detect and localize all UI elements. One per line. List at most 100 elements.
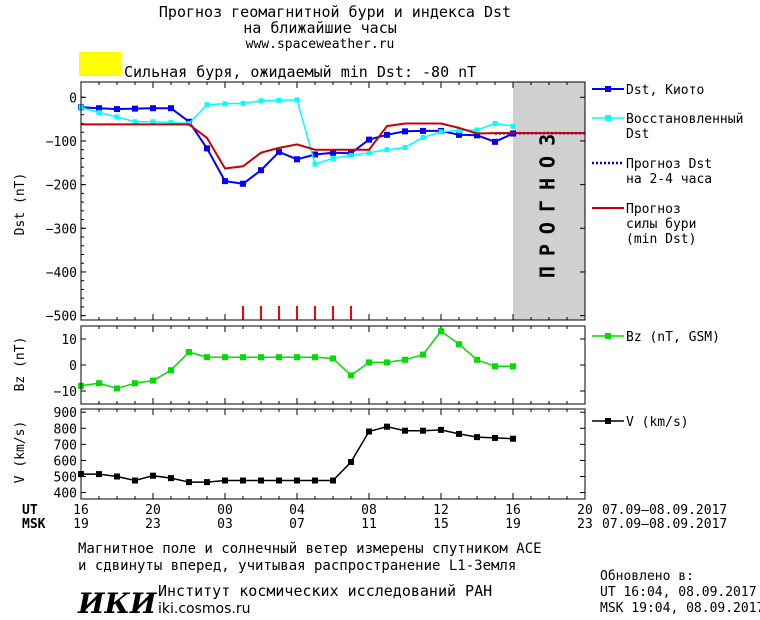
legend-bz-marker [605, 333, 611, 339]
x-tick-label-ut: 16 [73, 503, 89, 518]
dst-series-1-point [384, 147, 390, 153]
dst-y-tick-label: −300 [46, 222, 77, 237]
bz-series-0-point [222, 354, 228, 361]
legend-storm-forecast: Прогноз силы бури (min Dst) [592, 202, 696, 247]
dst-series-0-point [258, 167, 264, 174]
legend-storm-forecast-label-1: Прогноз [626, 202, 681, 217]
x-tick-label-msk: 19 [505, 517, 521, 532]
v-series-0-point [510, 435, 516, 442]
bz-series-0-point [114, 385, 120, 392]
dst-series-group [78, 97, 585, 187]
bz-series-0-point [510, 363, 516, 370]
dst-y-tick-label: −200 [46, 179, 77, 194]
bz-series-group [78, 328, 516, 392]
legend-dst-restored-label-1: Восстановленный [626, 112, 743, 127]
legend-dst-kyoto-marker [605, 86, 611, 92]
footer-note-line1: Магнитное поле и солнечный ветер измерен… [78, 541, 542, 557]
legend-velocity-marker [605, 418, 611, 424]
page-title-line1: Прогноз геомагнитной бури и индекса Dst [159, 3, 511, 21]
dst-series-1-point [258, 98, 264, 104]
bz-series-0-point [492, 363, 498, 370]
bz-series-0-point [402, 356, 408, 363]
legend-dst-kyoto: Dst, Киото [592, 83, 704, 98]
dst-series-1-point [114, 114, 120, 120]
v-y-tick-label: 400 [54, 487, 77, 502]
v-series-0-point [294, 477, 300, 484]
x-axis-date-range-msk: 07.09–08.09.2017 [602, 517, 727, 532]
dst-series-1-point [420, 134, 426, 140]
v-series-0-line [81, 425, 514, 483]
bz-series-0-point [150, 377, 156, 384]
dst-series-1-point [132, 119, 138, 125]
dst-series-0-point [492, 138, 498, 145]
legend-dst-forecast-label-2: на 2-4 часа [626, 172, 712, 187]
dst-y-tick-label: −500 [46, 310, 77, 325]
bz-series-0-point [168, 367, 174, 374]
v-y-tick-label: 700 [54, 438, 77, 453]
dst-series-1-point [96, 110, 102, 116]
bz-series-0-point [366, 359, 372, 366]
legend-dst-restored-label-2: Dst [626, 127, 649, 142]
dst-series-0-point [456, 131, 462, 138]
dst-series-1-point [150, 119, 156, 125]
bz-series-0-point [96, 380, 102, 387]
bz-series-0-point [420, 351, 426, 358]
forecast-region-band [513, 82, 585, 320]
storm-alert-text: Сильная буря, ожидаемый min Dst: -80 nT [124, 63, 476, 81]
dst-y-tick-label: −400 [46, 266, 77, 281]
dst-series-0-point [222, 178, 228, 185]
dst-series-0-point [240, 180, 246, 187]
v-series-0-point [258, 477, 264, 484]
dst-series-1-point [312, 161, 318, 167]
dst-series-1-point [276, 97, 282, 103]
legend-dst-forecast: Прогноз Dst на 2-4 часа [592, 157, 712, 187]
dst-series-3-line [81, 122, 585, 170]
dst-panel: ПРОГНОЗ 0 −100 −200 −300 −400 −500 Dst (nT) [13, 81, 586, 325]
bz-series-0-point [384, 359, 390, 366]
header-url[interactable]: www.spaceweather.ru [246, 37, 395, 52]
footer-updated-ut: UT 16:04, 08.09.2017 [600, 585, 757, 600]
dst-series-1-point [348, 152, 354, 158]
dst-series-1-point [474, 127, 480, 133]
forecast-watermark: ПРОГНОЗ [536, 124, 560, 278]
dst-series-1-point [366, 150, 372, 156]
x-tick-label-ut: 20 [577, 503, 593, 518]
bz-series-0-point [186, 349, 192, 355]
iki-logo[interactable]: ИКИ [77, 587, 158, 620]
v-series-0-point [312, 477, 318, 484]
v-series-0-point [222, 477, 228, 484]
dst-series-1-point [204, 102, 210, 108]
v-series-0-point [384, 423, 390, 430]
bz-series-0-point [294, 354, 300, 361]
bz-series-0-point [312, 354, 318, 361]
dst-series-0-line [80, 106, 514, 185]
v-series-0-point [348, 459, 354, 466]
x-axis-date-range-ut: 07.09–08.09.2017 [602, 503, 727, 518]
dst-series-0-point [474, 132, 480, 139]
legend-dst-forecast-label-1: Прогноз Dst [626, 157, 712, 172]
dst-series-0-point [402, 128, 408, 135]
bz-series-0-point [474, 356, 480, 363]
dst-series-1-point [294, 97, 300, 103]
dst-series-1-point [402, 145, 408, 151]
x-tick-label-msk: 11 [361, 517, 377, 532]
x-tick-label-ut: 20 [145, 503, 161, 518]
dst-series-1-point [240, 100, 246, 106]
legend-dst-restored: Восстановленный Dst [592, 112, 743, 142]
x-tick-label-msk: 19 [73, 517, 89, 532]
v-series-0-point [438, 426, 444, 433]
x-tick-label-msk: 15 [433, 517, 449, 532]
dst-y-axis-label: Dst (nT) [13, 173, 28, 236]
v-series-0-point [132, 477, 138, 484]
bz-series-0-point [330, 355, 336, 362]
v-series-0-point [168, 475, 174, 482]
dst-series-1-point [222, 101, 228, 107]
dst-series-1-point [510, 123, 516, 129]
dst-series-0-point [330, 149, 336, 156]
footer-institute-url[interactable]: iki.cosmos.ru [158, 601, 250, 617]
x-tick-label-ut: 12 [433, 503, 449, 518]
dst-y-tick-label: −100 [46, 135, 77, 150]
